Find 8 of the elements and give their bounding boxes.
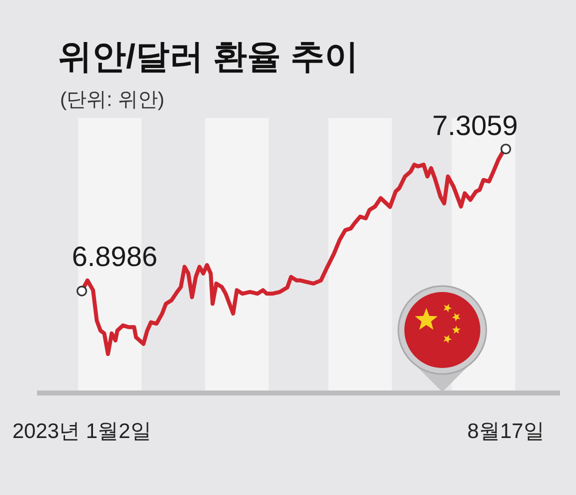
chart-subtitle: (단위: 위안): [60, 89, 164, 111]
value-label: 7.3059: [432, 110, 518, 154]
data-label: 7.3059: [432, 110, 518, 141]
x-tick-label: 8월17일: [467, 420, 544, 443]
data-label: 6.8986: [72, 241, 158, 272]
chart-title: 위안/달러 환율 추이: [58, 38, 358, 76]
value-label: 6.8986: [72, 241, 158, 296]
x-tick-label: 2023년 1월2일: [12, 420, 152, 443]
